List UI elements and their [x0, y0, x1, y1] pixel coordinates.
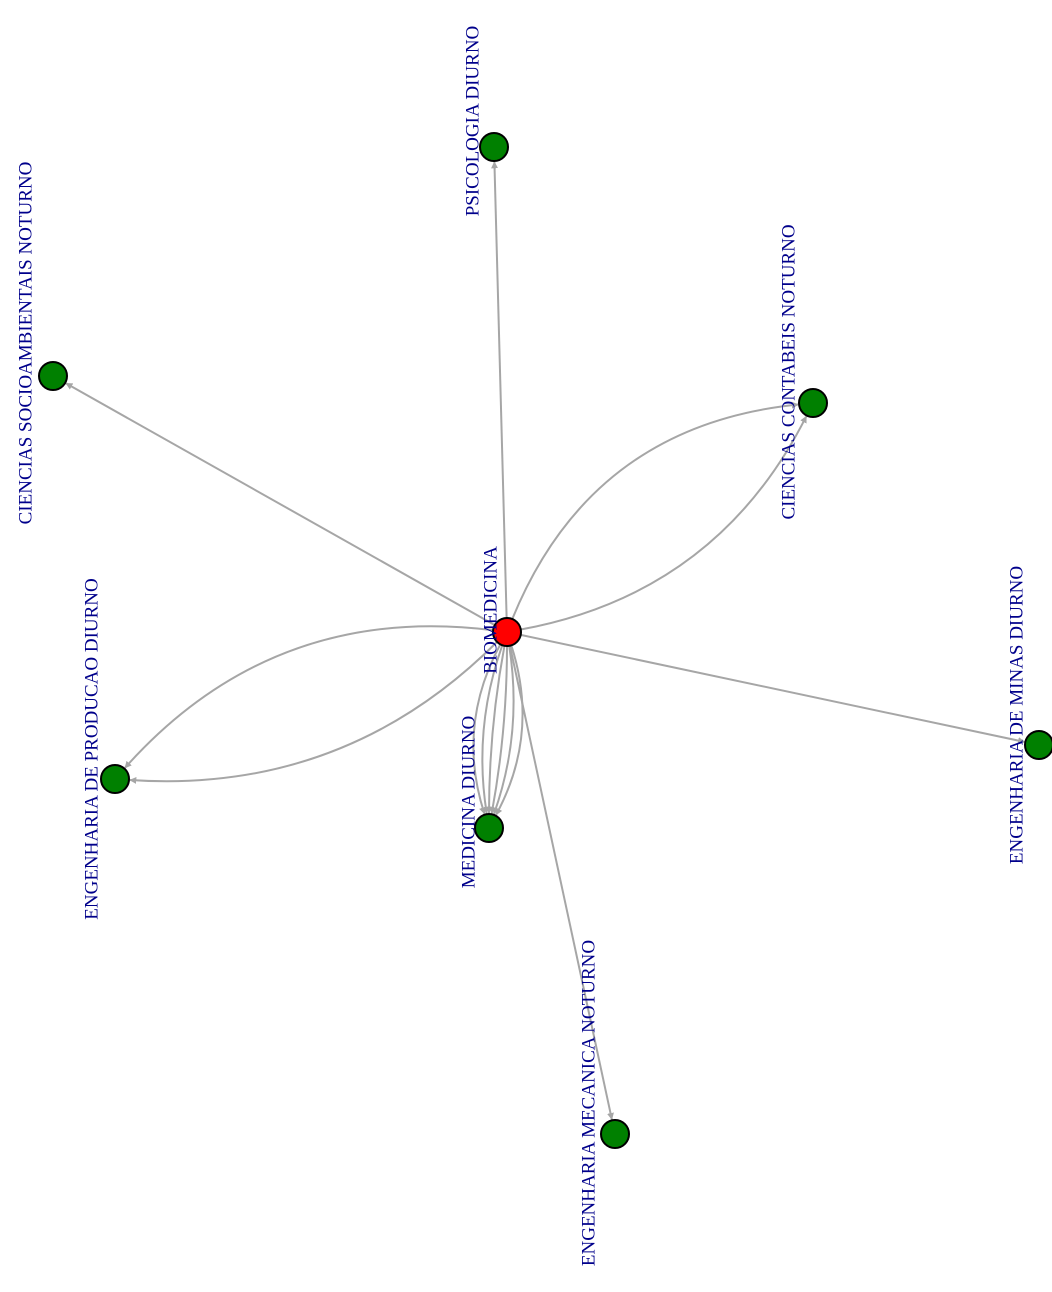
edge-biomedicina-to-psicologia — [491, 161, 508, 619]
node-contabeis — [798, 388, 828, 418]
labels-layer: BIOMEDICINA PSICOLOGIA DIURNO CIENCIAS SOC… — [15, 26, 1027, 1266]
node-label-psicologia: PSICOLOGIA DIURNO — [462, 26, 483, 217]
node-label-medicina: MEDICINA DIURNO — [458, 716, 479, 889]
node-mecanica — [600, 1119, 630, 1149]
edge-biomedicina-to-socioambientais — [65, 382, 496, 626]
node-label-minas: ENGENHARIA DE MINAS DIURNO — [1006, 566, 1027, 864]
node-label-contabeis: CIENCIAS CONTABEIS NOTURNO — [778, 224, 799, 519]
edge-biomedicina-to-producao — [129, 641, 498, 784]
edge-biomedicina-to-mecanica — [508, 645, 614, 1121]
edge-biomedicina-to-minas — [520, 633, 1026, 744]
node-label-producao: ENGENHARIA DE PRODUCAO DIURNO — [81, 578, 102, 919]
edge-biomedicina-to-medicina — [485, 645, 506, 814]
edge-biomedicina-to-contabeis — [511, 401, 799, 620]
edge-biomedicina-to-medicina — [495, 645, 524, 816]
node-label-mecanica: ENGENHARIA MECANICA NOTURNO — [578, 940, 599, 1266]
edge-biomedicina-to-medicina — [481, 644, 504, 814]
edge-biomedicina-to-medicina — [472, 643, 502, 815]
edges-layer — [65, 161, 1026, 1121]
nodes-layer — [38, 132, 1052, 1149]
edge-biomedicina-to-contabeis — [520, 415, 808, 631]
node-label-biomedicina: BIOMEDICINA — [480, 546, 501, 674]
node-socioambientais — [38, 361, 68, 391]
edge-biomedicina-to-producao — [124, 625, 494, 769]
node-label-socioambientais: CIENCIAS SOCIOAMBIENTAIS NOTURNO — [15, 162, 36, 525]
node-biomedicina — [492, 617, 522, 647]
node-psicologia — [479, 132, 509, 162]
node-minas — [1024, 730, 1052, 760]
node-producao — [100, 764, 130, 794]
edge-biomedicina-to-medicina — [489, 645, 508, 814]
edge-biomedicina-to-medicina — [492, 645, 515, 815]
node-medicina — [474, 813, 504, 843]
